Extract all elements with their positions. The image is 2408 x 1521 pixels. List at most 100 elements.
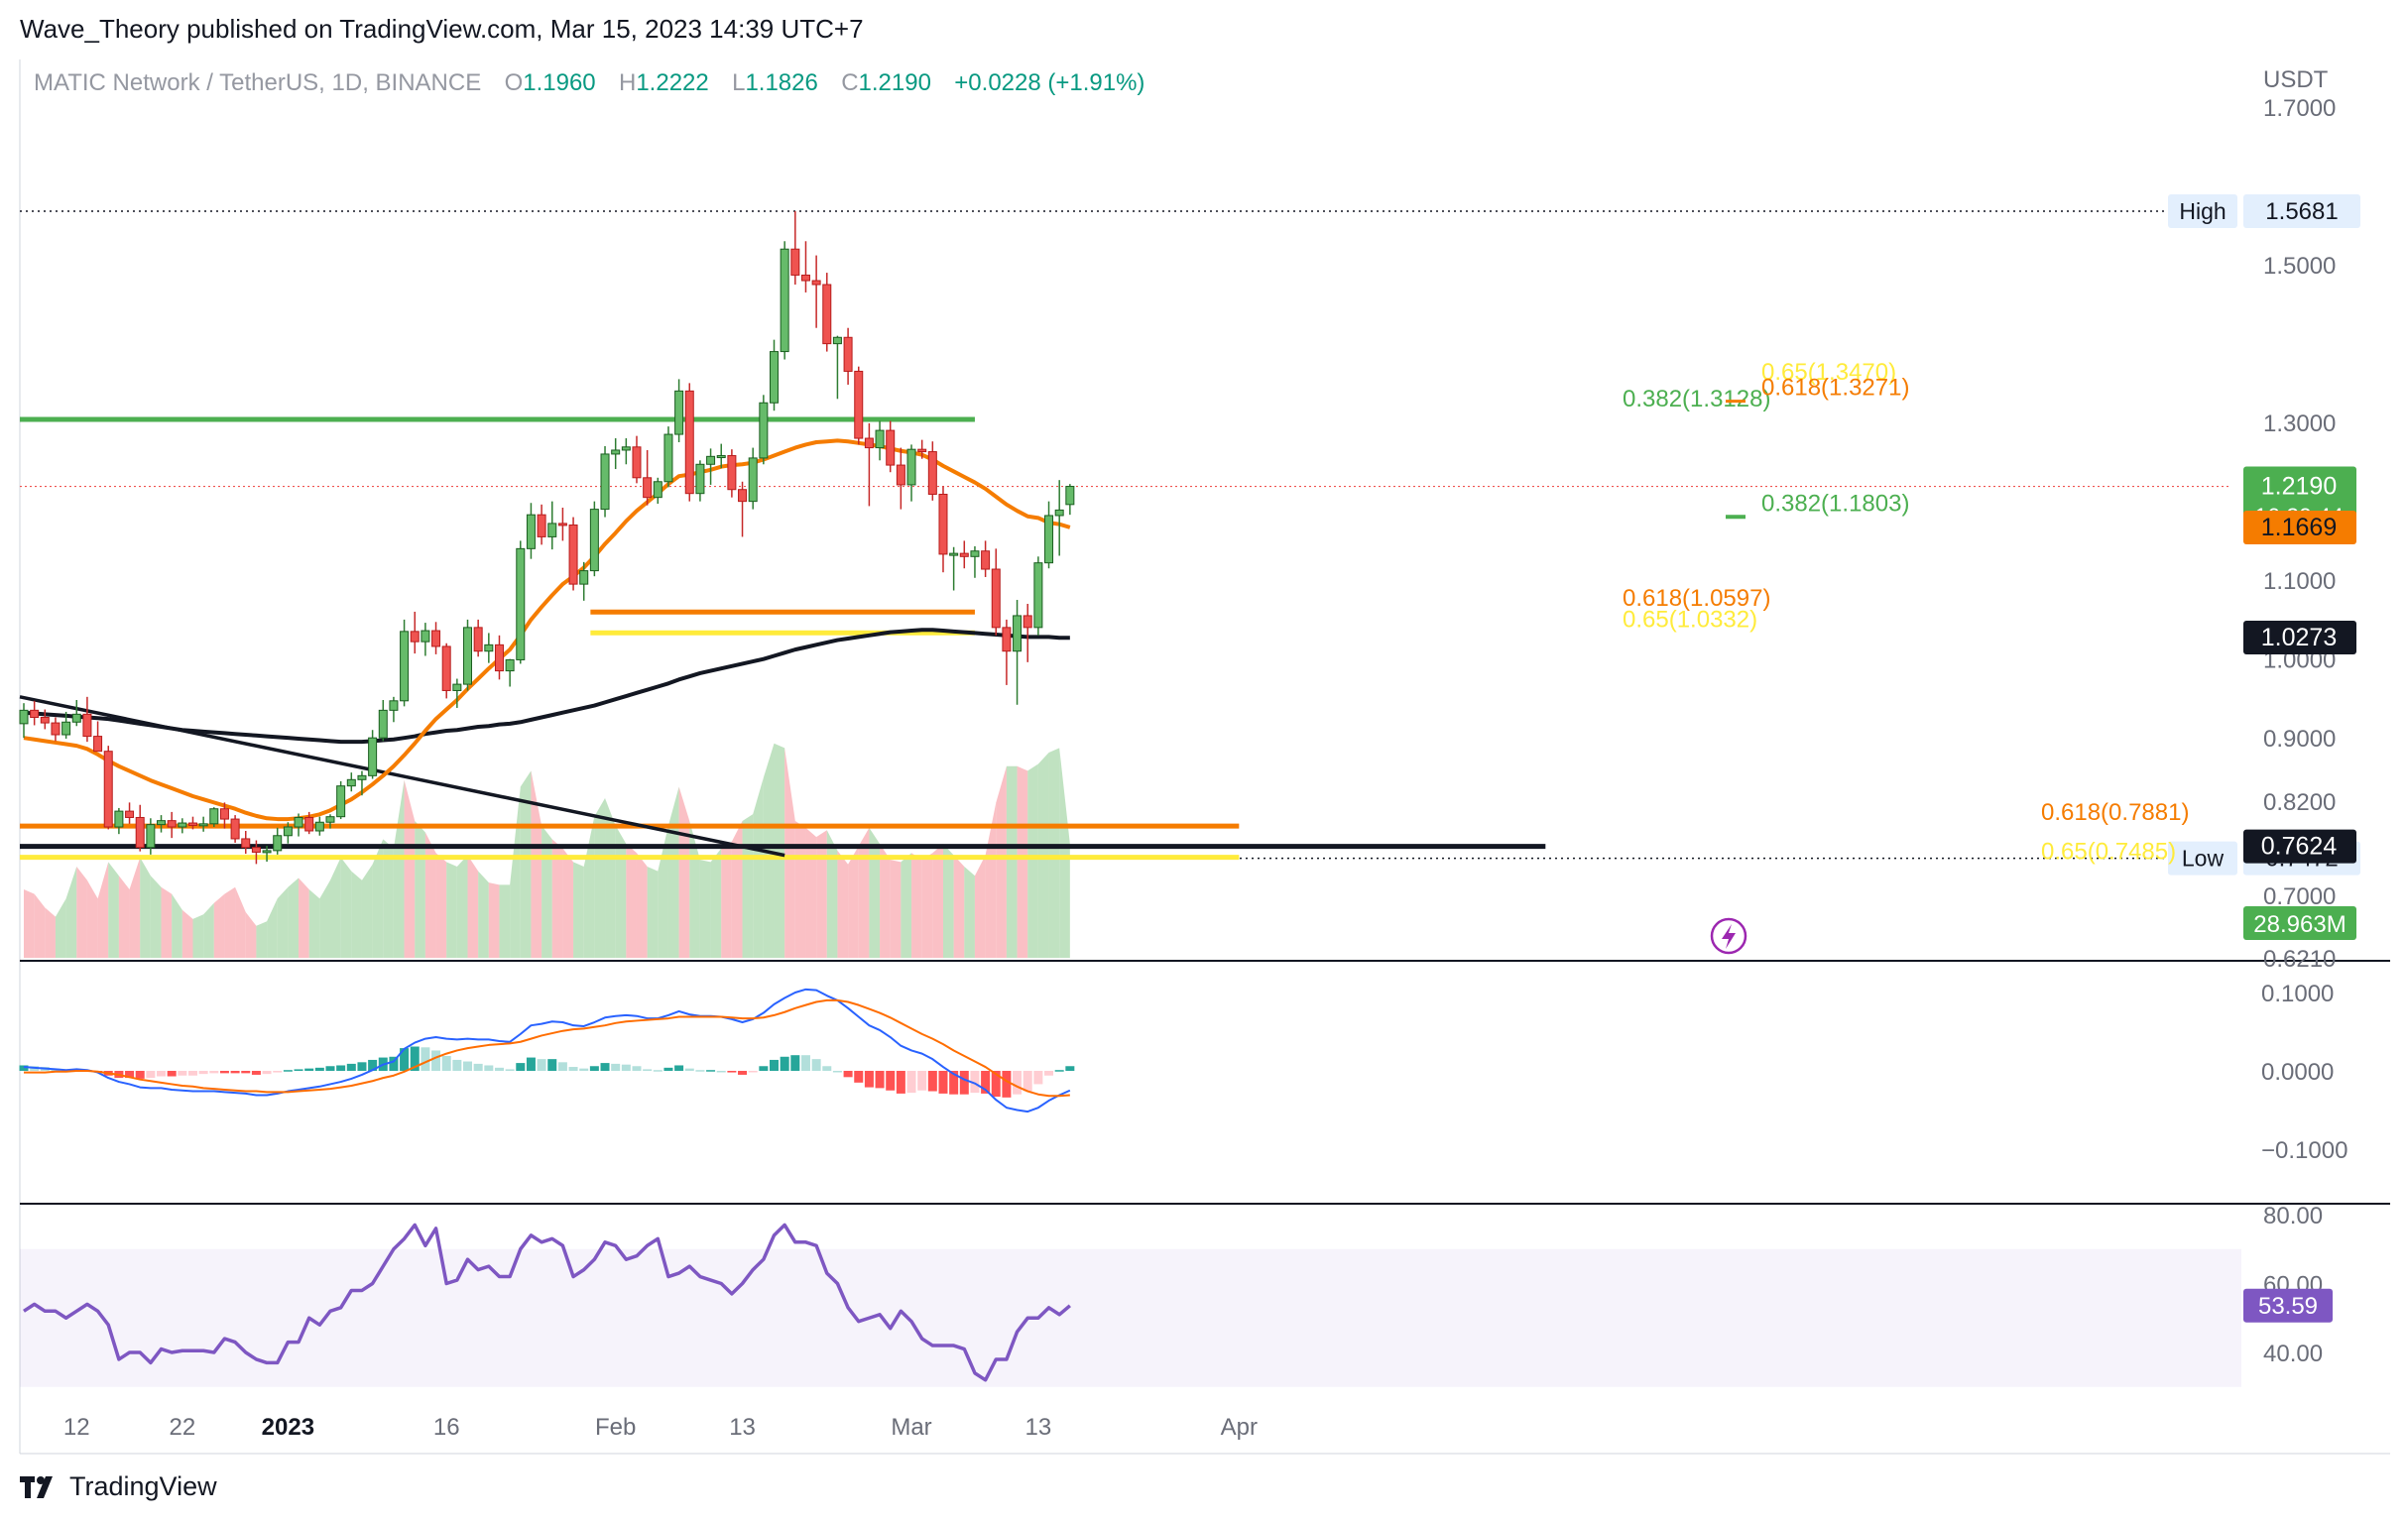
macd-histogram-bar xyxy=(917,1071,927,1091)
candle-body xyxy=(621,446,631,451)
high-marker-label-text: High xyxy=(2179,198,2226,224)
candle-down xyxy=(811,255,821,328)
candle-down xyxy=(187,816,197,830)
volume-segment xyxy=(140,857,151,958)
volume-segment xyxy=(299,878,309,958)
candle-body xyxy=(643,477,653,499)
candle-body xyxy=(822,284,832,345)
macd-histogram-bar xyxy=(187,1071,197,1076)
volume-segment xyxy=(964,867,975,958)
macd-histogram-bar xyxy=(368,1059,378,1071)
rsi-band xyxy=(20,1248,2241,1387)
candle-body xyxy=(780,248,789,353)
volume-segment xyxy=(45,907,56,958)
volume-segment xyxy=(985,802,997,958)
volume-segment xyxy=(361,864,373,958)
candle-body xyxy=(981,550,991,570)
macd-histogram-bar xyxy=(441,1055,451,1071)
candle-body xyxy=(759,402,769,459)
fib-label: 0.618(1.3271) xyxy=(1761,375,1909,402)
volume-segment xyxy=(351,871,362,958)
candle-body xyxy=(716,455,726,459)
candle-down xyxy=(537,504,546,545)
macd-histogram-bar xyxy=(336,1065,346,1071)
volume-segment xyxy=(1006,765,1018,958)
volume-segment xyxy=(805,827,817,958)
candle-down xyxy=(1023,604,1032,662)
candle-down xyxy=(125,802,135,824)
volume-segment xyxy=(55,898,66,958)
candle-body xyxy=(727,455,737,491)
candle-body xyxy=(494,644,504,672)
macd-histogram-bar xyxy=(431,1050,441,1071)
candle-up xyxy=(19,703,29,739)
candle-body xyxy=(653,481,662,499)
candle-body xyxy=(959,552,969,557)
candle-body xyxy=(886,429,896,466)
macd-histogram-bar xyxy=(346,1063,356,1071)
candle-body xyxy=(632,446,642,479)
symbol-name[interactable]: MATIC Network / TetherUS, 1D, BINANCE xyxy=(34,69,482,96)
time-tick-label: 12 xyxy=(63,1414,90,1441)
candle-down xyxy=(896,447,905,510)
candle-up xyxy=(484,633,494,663)
macd-histogram-bar xyxy=(1044,1071,1054,1076)
time-tick-label: Apr xyxy=(1221,1414,1258,1441)
volume-segment xyxy=(319,879,330,958)
candle-down xyxy=(643,449,653,506)
candle-body xyxy=(273,835,283,852)
macd-histogram-bar xyxy=(927,1071,937,1092)
macd-histogram-bar xyxy=(727,1071,737,1073)
volume-segment xyxy=(224,886,236,958)
macd-histogram-bar xyxy=(219,1071,229,1074)
candle-up xyxy=(949,546,959,591)
macd-histogram-bar xyxy=(135,1071,145,1079)
candle-body xyxy=(1033,562,1043,629)
volume-segment xyxy=(446,862,457,958)
candle-down xyxy=(304,811,314,835)
time-tick-label: 22 xyxy=(169,1414,195,1441)
candle-body xyxy=(431,630,441,647)
volume-segment xyxy=(953,855,965,958)
macd-histogram-bar xyxy=(19,1065,29,1071)
candle-body xyxy=(82,713,92,738)
volume-segment xyxy=(710,848,722,958)
candle-up xyxy=(579,561,589,601)
macd-histogram-bar xyxy=(832,1071,842,1073)
macd-histogram-bar xyxy=(600,1063,610,1071)
macd-histogram-bar xyxy=(790,1055,800,1071)
macd-histogram-bar xyxy=(653,1070,662,1072)
macd-histogram-bar xyxy=(970,1071,980,1094)
candle-body xyxy=(579,570,589,585)
candle-up xyxy=(516,540,526,664)
macd-line xyxy=(23,988,1071,1113)
volume-segment xyxy=(108,862,119,958)
candle-up xyxy=(611,438,621,470)
candle-body xyxy=(61,721,71,736)
candle-up xyxy=(1013,600,1023,705)
volume-segment xyxy=(1027,763,1038,958)
candle-down xyxy=(1002,619,1012,685)
macd-histogram-bar xyxy=(273,1071,283,1073)
candle-up xyxy=(970,545,980,578)
macd-histogram-bar xyxy=(684,1068,694,1071)
volume-segment xyxy=(372,839,384,958)
candle-body xyxy=(611,449,621,455)
volume-segment xyxy=(478,871,489,958)
price-axis[interactable]: USDT0.62100.70000.82000.90001.00001.1000… xyxy=(2261,66,2348,1367)
candle-body xyxy=(51,722,60,736)
candle-up xyxy=(1054,480,1064,556)
time-axis[interactable]: 12 22 2023 16 Feb 13 Mar 13 Apr xyxy=(63,1414,1258,1441)
candle-down xyxy=(410,611,420,654)
price-badge-bg xyxy=(2243,829,2356,864)
time-tick-label: 13 xyxy=(729,1414,756,1441)
candle-body xyxy=(167,820,177,828)
candle-body xyxy=(283,826,293,837)
candle-body xyxy=(251,847,261,853)
tradingview-logo[interactable]: TradingView xyxy=(20,1471,217,1502)
volume-segment xyxy=(731,821,743,958)
fib-label: 0.65(0.7485) xyxy=(2041,839,2176,866)
macd-histogram-bar xyxy=(157,1071,167,1077)
candle-down xyxy=(51,717,60,742)
